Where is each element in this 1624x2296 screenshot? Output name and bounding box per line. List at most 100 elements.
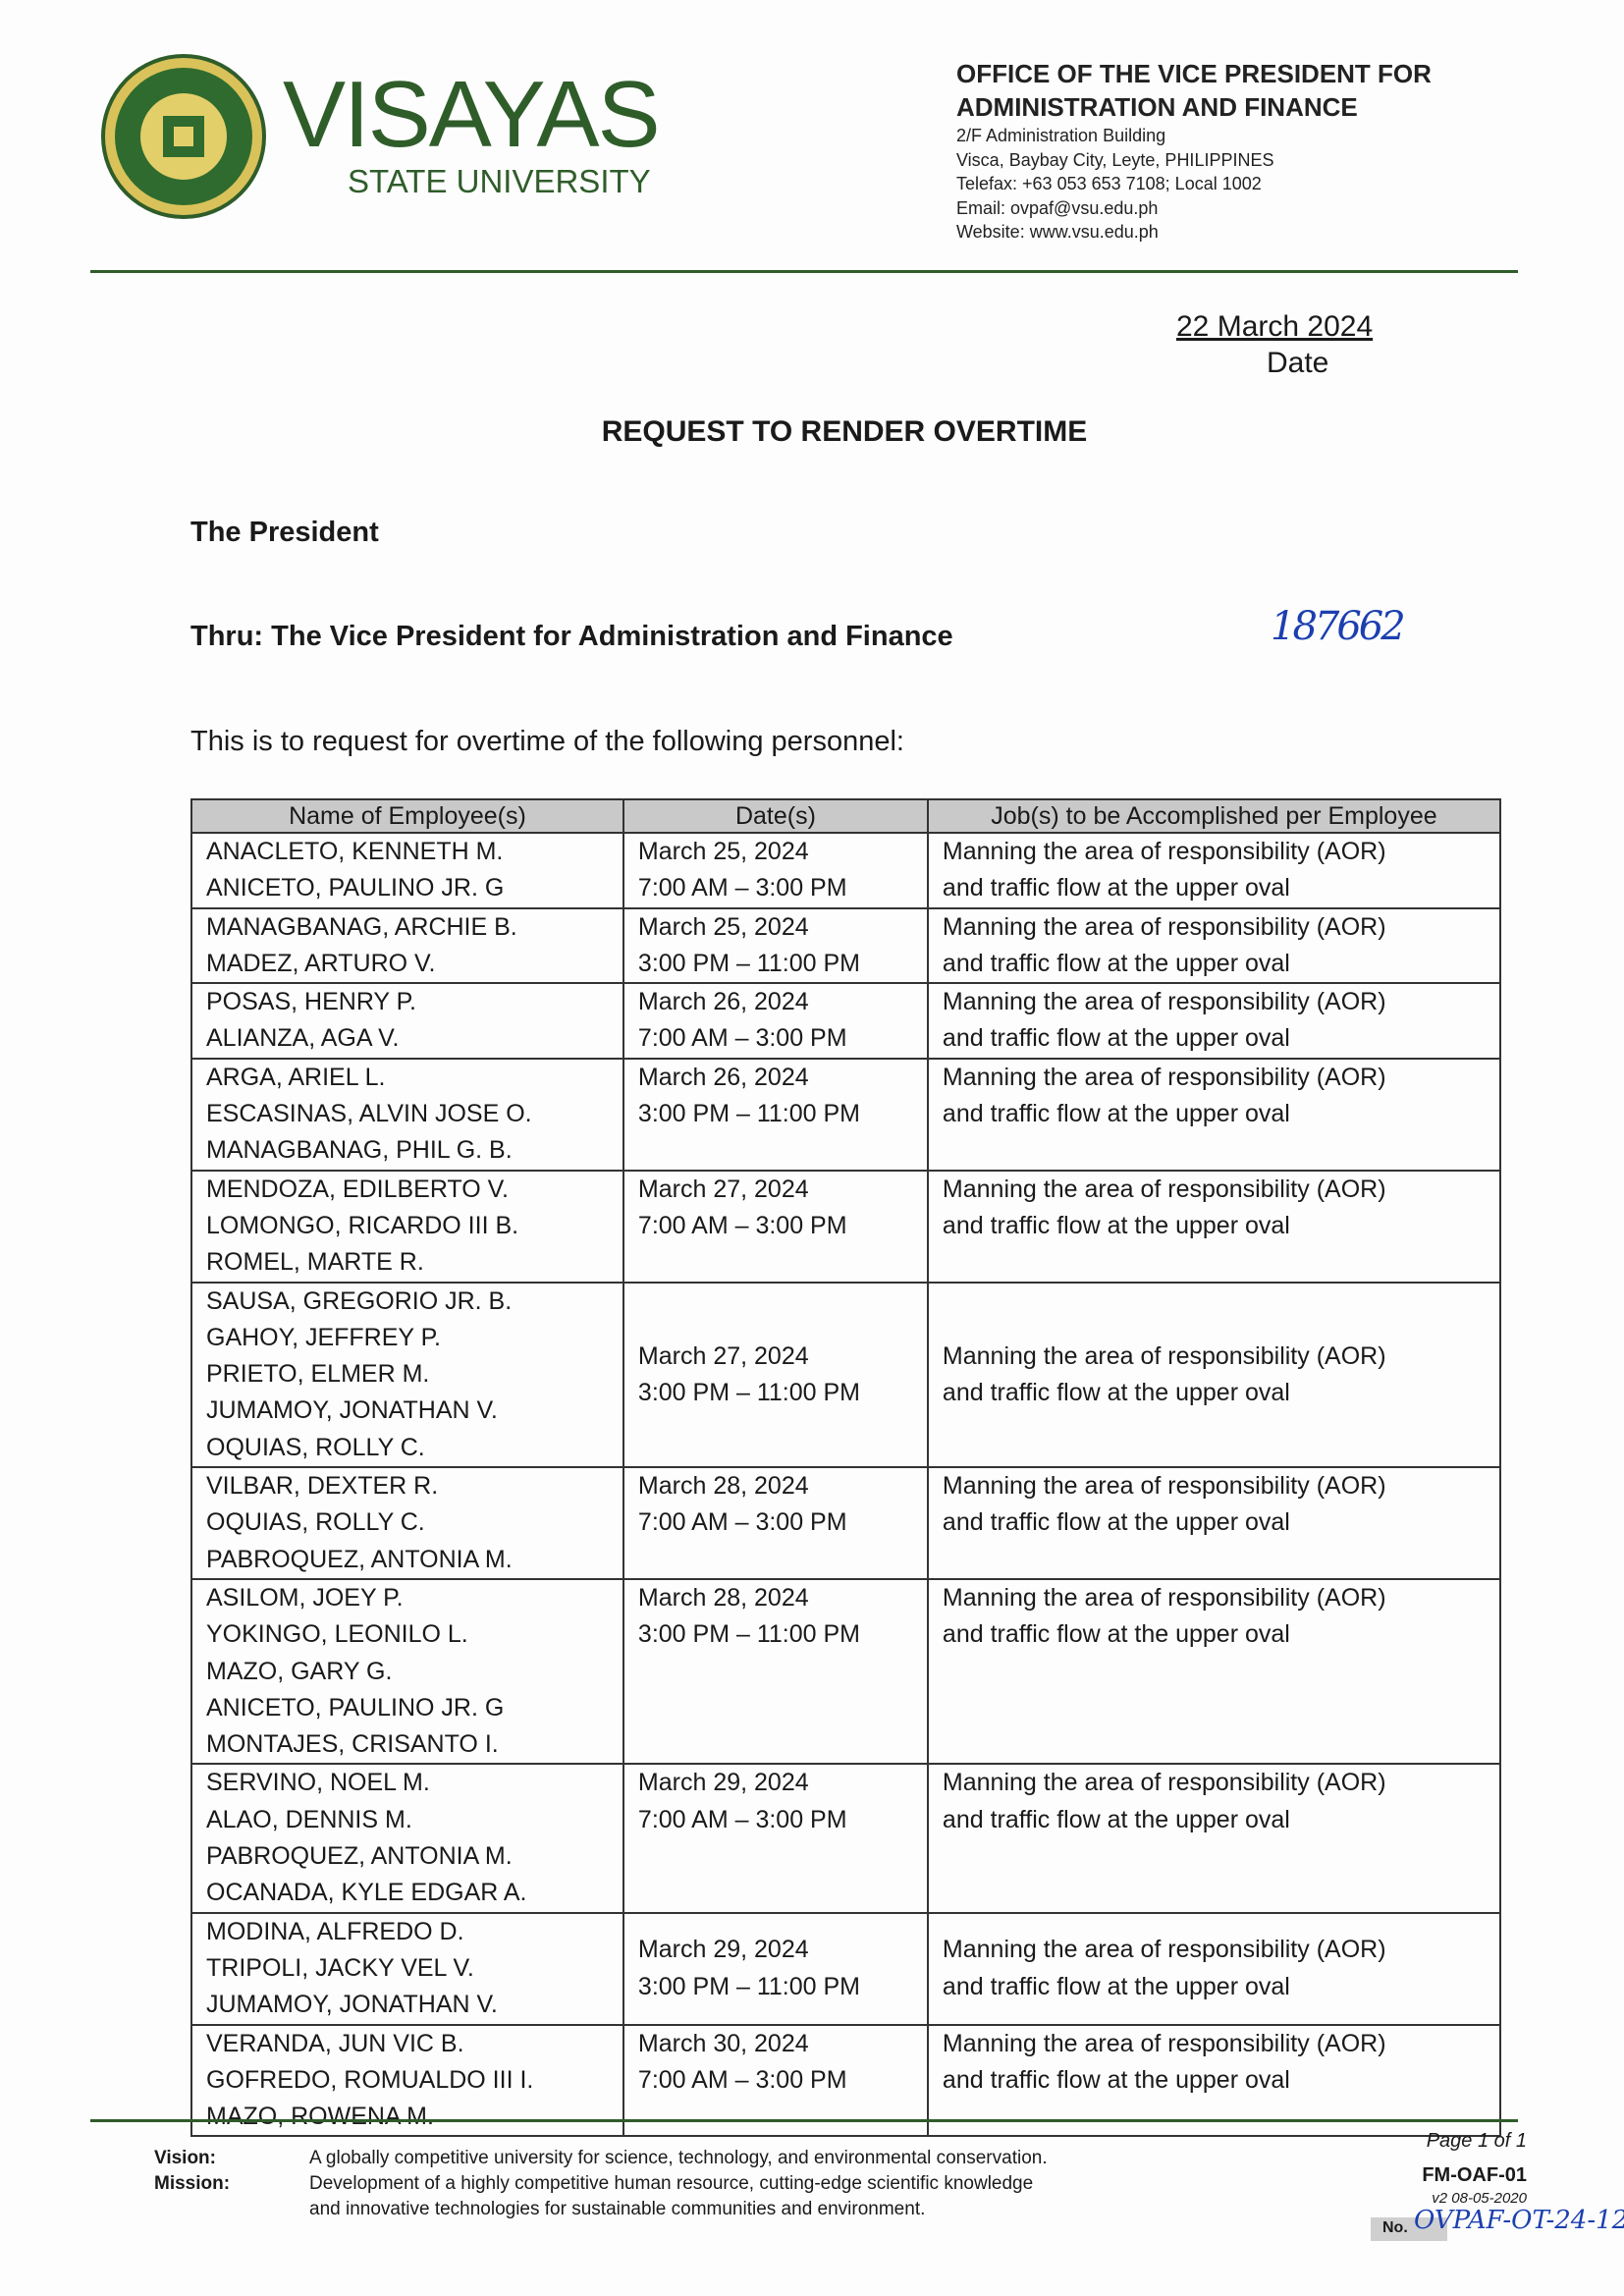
table-row: SAUSA, GREGORIO JR. B. GAHOY, JEFFREY P. P… <box>190 1281 1502 1469</box>
job-cell: Manning the area of responsibility (AOR)… <box>926 1466 1502 1580</box>
job-line: and traffic flow at the upper oval <box>942 949 1290 977</box>
time: 7:00 AM – 3:00 PM <box>637 1024 847 1053</box>
employee-name: POSAS, HENRY P. <box>206 988 416 1016</box>
table-row: SERVINO, NOEL M. ALAO, DENNIS M. PABROQUEZ… <box>190 1763 1502 1914</box>
date: March 25, 2024 <box>637 912 809 941</box>
employee-name: OCANADA, KYLE EDGAR A. <box>206 1879 527 1907</box>
job-line: and traffic flow at the upper oval <box>942 1024 1290 1053</box>
date: March 28, 2024 <box>637 1583 809 1612</box>
time: 3:00 PM – 11:00 PM <box>637 1972 860 2000</box>
address-line: Telefax: +63 053 653 7108; Local 1002 <box>956 174 1262 193</box>
address-line: Website: www.vsu.edu.ph <box>956 222 1159 242</box>
column-header: Date(s) <box>622 798 929 834</box>
time: 3:00 PM – 11:00 PM <box>637 949 860 977</box>
table-row: MODINA, ALFREDO D. TRIPOLI, JACKY VEL V. J… <box>190 1911 1502 2026</box>
job-line: Manning the area of responsibility (AOR) <box>942 2029 1386 2057</box>
employee-name: GAHOY, JEFFREY P. <box>206 1323 441 1351</box>
handwritten-note: 187662 <box>1271 604 1406 649</box>
job-line: Manning the area of responsibility (AOR) <box>942 1472 1386 1501</box>
job-cell: Manning the area of responsibility (AOR)… <box>926 906 1502 985</box>
vision-text: A globally competitive university for sc… <box>309 2148 1048 2168</box>
job-cell: Manning the area of responsibility (AOR)… <box>926 1577 1502 1766</box>
job-line: and traffic flow at the upper oval <box>942 2065 1290 2094</box>
column-header: Name of Employee(s) <box>190 798 624 834</box>
job-line: Manning the area of responsibility (AOR) <box>942 1769 1386 1797</box>
date: March 26, 2024 <box>637 988 809 1016</box>
university-name: VISAYAS <box>283 62 661 167</box>
table-body: ANACLETO, KENNETH M. ANICETO, PAULINO JR.… <box>190 832 1502 2138</box>
document-title: REQUEST TO RENDER OVERTIME <box>601 415 1088 448</box>
page-number: Page 1 of 1 <box>1426 2130 1527 2152</box>
job-line: and traffic flow at the upper oval <box>942 1211 1290 1239</box>
table-row: MANAGBANAG, ARCHIE B. MADEZ, ARTURO V. Mar… <box>190 906 1502 985</box>
thru-line: Thru: The Vice President for Administrat… <box>190 621 953 652</box>
employee-name: MAZO, ROWENA M. <box>206 2103 434 2131</box>
job-cell: Manning the area of responsibility (AOR)… <box>926 1169 1502 1284</box>
employee-name: VILBAR, DEXTER R. <box>206 1472 439 1501</box>
employee-name: PRIETO, ELMER M. <box>206 1360 430 1389</box>
header-rule <box>90 270 1518 273</box>
employee-name: JUMAMOY, JONATHAN V. <box>206 1396 498 1425</box>
time: 7:00 AM – 3:00 PM <box>637 1508 847 1537</box>
employee-name: JUMAMOY, JONATHAN V. <box>206 1991 498 2019</box>
employee-name: OQUIAS, ROLLY C. <box>206 1508 425 1537</box>
time: 3:00 PM – 11:00 PM <box>637 1100 860 1128</box>
addressee: The President <box>190 517 379 548</box>
names-cell: ANACLETO, KENNETH M. ANICETO, PAULINO JR.… <box>190 832 624 909</box>
names-cell: SAUSA, GREGORIO JR. B. GAHOY, JEFFREY P. P… <box>190 1281 624 1469</box>
table-row: ASILOM, JOEY P. YOKINGO, LEONILO L. MAZO, … <box>190 1577 1502 1766</box>
date-cell: March 26, 2024 3:00 PM – 11:00 PM <box>622 1057 929 1172</box>
time: 7:00 AM – 3:00 PM <box>637 2065 847 2094</box>
office-title-line: ADMINISTRATION AND FINANCE <box>956 92 1358 122</box>
employee-name: ANICETO, PAULINO JR. G <box>206 874 505 902</box>
job-line: and traffic flow at the upper oval <box>942 1508 1290 1537</box>
job-line: and traffic flow at the upper oval <box>942 1805 1290 1833</box>
mission-label: Mission: <box>154 2173 231 2194</box>
mission-text: Development of a highly competitive huma… <box>309 2173 1034 2194</box>
names-cell: MANAGBANAG, ARCHIE B. MADEZ, ARTURO V. <box>190 906 624 985</box>
job-line: and traffic flow at the upper oval <box>942 1620 1290 1649</box>
job-cell: Manning the area of responsibility (AOR)… <box>926 1763 1502 1914</box>
employee-name: MAZO, GARY G. <box>206 1657 393 1685</box>
names-cell: POSAS, HENRY P. ALIANZA, AGA V. <box>190 982 624 1060</box>
employee-name: ANICETO, PAULINO JR. G <box>206 1693 505 1722</box>
employee-name: ESCASINAS, ALVIN JOSE O. <box>206 1100 532 1128</box>
university-subtitle: STATE UNIVERSITY <box>348 163 651 199</box>
footer-rule <box>90 2119 1518 2122</box>
time: 7:00 AM – 3:00 PM <box>637 1211 847 1239</box>
job-line: Manning the area of responsibility (AOR) <box>942 1583 1386 1612</box>
names-cell: SERVINO, NOEL M. ALAO, DENNIS M. PABROQUEZ… <box>190 1763 624 1914</box>
date-cell: March 28, 2024 3:00 PM – 11:00 PM <box>622 1577 929 1766</box>
job-cell: Manning the area of responsibility (AOR)… <box>926 1057 1502 1172</box>
employee-name: ROMEL, MARTE R. <box>206 1248 424 1277</box>
employee-name: MANAGBANAG, PHIL G. B. <box>206 1136 513 1165</box>
date: March 28, 2024 <box>637 1472 809 1501</box>
job-cell: Manning the area of responsibility (AOR)… <box>926 982 1502 1060</box>
employee-name: TRIPOLI, JACKY VEL V. <box>206 1953 474 1982</box>
employee-name: MODINA, ALFREDO D. <box>206 1917 464 1945</box>
university-seal <box>101 54 266 219</box>
employee-name: MANAGBANAG, ARCHIE B. <box>206 912 517 941</box>
time: 3:00 PM – 11:00 PM <box>637 1378 860 1406</box>
employee-name: ALAO, DENNIS M. <box>206 1805 412 1833</box>
employee-name: MADEZ, ARTURO V. <box>206 949 436 977</box>
employee-name: OQUIAS, ROLLY C. <box>206 1433 425 1461</box>
date-cell: March 29, 2024 7:00 AM – 3:00 PM <box>622 1763 929 1914</box>
table-row: VERANDA, JUN VIC B. GOFREDO, ROMUALDO III… <box>190 2023 1502 2138</box>
names-cell: ASILOM, JOEY P. YOKINGO, LEONILO L. MAZO, … <box>190 1577 624 1766</box>
table-row: ARGA, ARIEL L. ESCASINAS, ALVIN JOSE O. MA… <box>190 1057 1502 1172</box>
date-cell: March 29, 2024 3:00 PM – 11:00 PM <box>622 1911 929 2026</box>
job-line: and traffic flow at the upper oval <box>942 1100 1290 1128</box>
date: March 27, 2024 <box>637 1341 809 1370</box>
employee-name: VERANDA, JUN VIC B. <box>206 2029 464 2057</box>
date: March 26, 2024 <box>637 1063 809 1091</box>
job-line: and traffic flow at the upper oval <box>942 1378 1290 1406</box>
job-line: Manning the area of responsibility (AOR) <box>942 1063 1386 1091</box>
time: 7:00 AM – 3:00 PM <box>637 874 847 902</box>
time: 3:00 PM – 11:00 PM <box>637 1620 860 1649</box>
employee-name: ALIANZA, AGA V. <box>206 1024 400 1053</box>
date: March 29, 2024 <box>637 1769 809 1797</box>
date: March 30, 2024 <box>637 2029 809 2057</box>
column-header: Job(s) to be Accomplished per Employee <box>926 798 1502 834</box>
office-title-line: OFFICE OF THE VICE PRESIDENT FOR <box>956 59 1432 88</box>
